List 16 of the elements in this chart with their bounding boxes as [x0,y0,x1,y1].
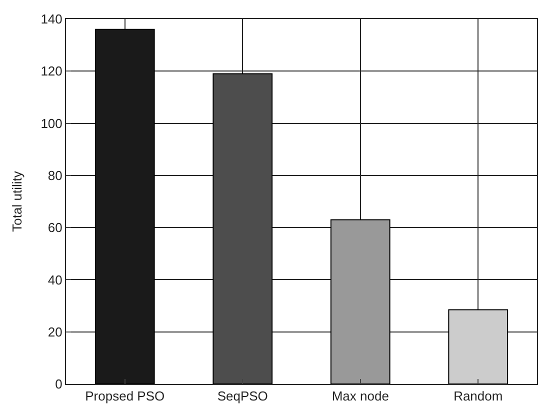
y-tick-label: 120 [40,64,62,79]
y-tick-label: 40 [48,272,62,288]
x-tick-label: SeqPSO [217,388,268,404]
y-tick-label: 0 [55,376,62,392]
x-tick-label: Random [454,388,503,404]
y-tick-label: 20 [48,324,62,340]
y-tick-label: 100 [40,116,62,131]
y-tick-label: 60 [48,220,62,236]
bar [448,309,508,384]
bar [330,219,390,384]
y-axis-title: Total utility [10,170,25,232]
x-tick-label: Max node [332,388,389,404]
bar [212,73,273,384]
y-tick-label: 80 [48,168,62,183]
x-tick-label: Propsed PSO [85,388,165,404]
y-tick-label: 140 [40,12,62,27]
